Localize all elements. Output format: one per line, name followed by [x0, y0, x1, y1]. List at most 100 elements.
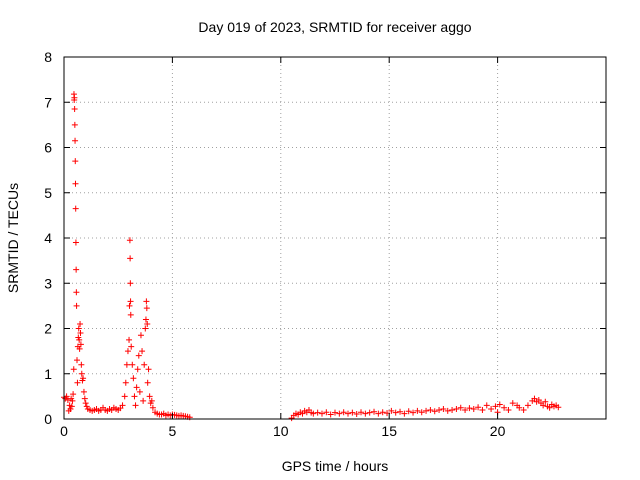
data-point — [72, 137, 79, 144]
data-point — [440, 406, 447, 413]
data-point — [126, 237, 133, 244]
data-point — [63, 393, 70, 400]
data-point — [520, 406, 527, 413]
data-point — [75, 325, 82, 332]
y-tick-label: 8 — [44, 49, 52, 65]
data-point — [405, 408, 412, 415]
data-point — [71, 121, 78, 128]
data-point — [73, 302, 80, 309]
data-point — [145, 366, 152, 373]
data-point — [470, 406, 477, 413]
data-point — [423, 407, 430, 414]
data-point — [142, 325, 149, 332]
data-point — [70, 366, 77, 373]
data-point — [139, 348, 146, 355]
data-point — [516, 404, 523, 411]
data-point — [492, 403, 499, 410]
data-point — [332, 409, 338, 416]
data-point — [134, 366, 141, 373]
data-point — [546, 404, 553, 411]
data-point — [76, 345, 83, 352]
data-point — [64, 396, 71, 403]
data-point — [72, 158, 79, 165]
data-point — [401, 410, 408, 417]
data-point — [143, 305, 150, 312]
data-point — [78, 370, 85, 377]
data-point — [488, 406, 495, 413]
data-point — [77, 320, 84, 327]
data-point — [388, 407, 395, 414]
data-point — [135, 352, 142, 359]
data-point — [121, 393, 128, 400]
data-point — [74, 379, 81, 386]
data-point — [129, 361, 136, 368]
data-point — [524, 402, 531, 409]
data-point — [327, 411, 334, 418]
data-point — [131, 393, 138, 400]
data-point — [124, 348, 131, 355]
data-point — [531, 395, 538, 402]
data-point — [358, 409, 365, 416]
data-point — [73, 289, 80, 296]
y-tick-label: 7 — [44, 94, 52, 110]
data-point — [69, 397, 76, 404]
data-point — [122, 379, 129, 386]
x-tick-label: 15 — [381, 423, 397, 439]
data-point — [71, 94, 78, 101]
data-point — [127, 255, 134, 262]
data-point — [436, 406, 443, 413]
y-tick-label: 3 — [44, 275, 52, 291]
data-point — [318, 410, 325, 417]
data-point — [137, 332, 144, 339]
data-point — [70, 391, 77, 398]
data-point — [136, 388, 143, 395]
data-point — [126, 302, 133, 309]
grid-lines — [64, 57, 606, 419]
data-point — [77, 330, 84, 337]
data-point — [542, 398, 549, 405]
data-point — [535, 396, 542, 403]
data-point — [353, 411, 360, 418]
x-axis-label: GPS time / hours — [282, 458, 389, 474]
data-point — [314, 409, 321, 416]
y-tick-label: 6 — [44, 140, 52, 156]
data-point — [149, 404, 156, 411]
data-point — [414, 407, 421, 414]
data-point — [431, 408, 438, 415]
data-point — [310, 410, 317, 417]
data-point — [379, 409, 386, 416]
data-point — [127, 298, 134, 305]
data-point — [67, 406, 74, 413]
data-point — [143, 298, 150, 305]
data-point — [501, 404, 508, 411]
data-points — [61, 91, 562, 422]
data-point — [119, 402, 126, 409]
data-point — [127, 311, 134, 318]
y-tick-label: 4 — [44, 230, 52, 246]
y-tick-label: 5 — [44, 185, 52, 201]
data-point — [323, 409, 330, 416]
data-point — [132, 402, 139, 409]
data-point — [462, 406, 469, 413]
data-point — [509, 400, 516, 407]
data-point — [496, 401, 503, 408]
data-point — [336, 410, 343, 417]
data-point — [392, 409, 399, 416]
axis-ticks: 0 5 10 15 20 0 1 2 3 4 5 6 7 8 — [44, 49, 606, 439]
data-point — [141, 361, 148, 368]
x-tick-label: 10 — [273, 423, 289, 439]
data-point — [81, 395, 88, 402]
data-point — [457, 404, 464, 411]
data-point — [144, 379, 151, 386]
x-tick-label: 5 — [169, 423, 177, 439]
data-point — [366, 409, 373, 416]
data-point — [142, 316, 149, 323]
data-point — [505, 406, 512, 413]
y-tick-label: 0 — [44, 411, 52, 427]
data-point — [126, 336, 133, 343]
data-point — [345, 410, 352, 417]
data-point — [123, 361, 130, 368]
data-point — [82, 400, 89, 407]
y-tick-label: 1 — [44, 366, 52, 382]
data-point — [77, 341, 84, 348]
